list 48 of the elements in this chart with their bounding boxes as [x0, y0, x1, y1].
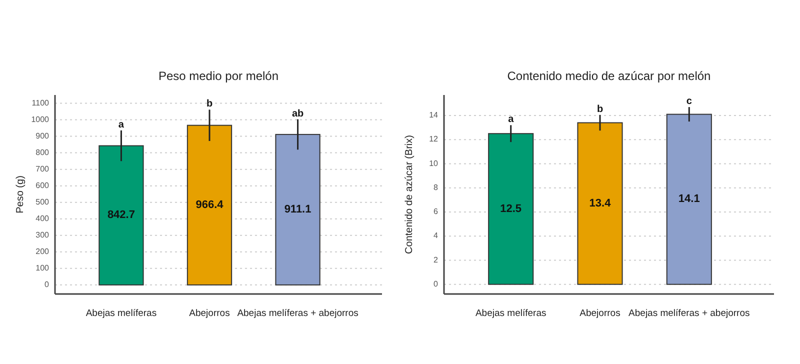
y-tick-label: 900: [36, 131, 50, 140]
x-tick-label: Abejorros: [189, 308, 230, 319]
x-tick-label: Abejas melíferas + abejorros: [628, 308, 750, 319]
data-label: 12.5: [500, 202, 522, 215]
chart-title: Contenido medio de azúcar por melón: [507, 69, 711, 83]
y-tick-label: 12: [429, 134, 439, 144]
bar: [488, 133, 534, 285]
bar: [577, 122, 623, 285]
chart-title: Peso medio por melón: [158, 69, 279, 83]
x-tick-label: Abejas melíferas + abejorros: [237, 308, 359, 319]
x-tick-label: Abejas melíferas: [475, 308, 546, 319]
data-label: 911.1: [284, 204, 312, 216]
bar: [275, 134, 320, 286]
y-tick-label: 800: [36, 148, 50, 157]
y-tick-label: 400: [36, 214, 50, 223]
bar: [98, 145, 144, 286]
x-tick-label: Abejorros: [580, 308, 621, 319]
y-tick-label: 6: [434, 207, 439, 216]
data-label: 966.4: [196, 199, 224, 212]
annotation: ab: [292, 108, 304, 120]
y-tick-label: 2: [434, 255, 439, 264]
y-tick-label: 1000: [31, 114, 50, 124]
y-tick-label: 0: [44, 280, 50, 290]
data-label: 14.1: [678, 193, 700, 206]
x-tick-label: Abejas melíferas: [86, 308, 157, 319]
bar: [666, 114, 712, 285]
y-tick-label: 600: [36, 180, 50, 190]
annotation: a: [118, 120, 124, 131]
y-tick-label: 0: [434, 279, 439, 288]
data-label: 842.7: [107, 209, 135, 222]
y-tick-label: 14: [429, 110, 439, 120]
y-tick-label: 1100: [32, 98, 50, 108]
annotation: c: [686, 96, 692, 108]
annotation: b: [596, 104, 604, 115]
bar: [186, 124, 232, 286]
y-tick-label: 700: [36, 164, 50, 174]
y-tick-label: 200: [36, 246, 50, 256]
y-tick-label: 8: [434, 182, 439, 192]
annotation: b: [206, 98, 213, 110]
y-axis-title: Contenido de azúcar (Brix): [404, 135, 415, 254]
y-tick-label: 4: [434, 231, 439, 240]
y-tick-label: 500: [36, 197, 50, 206]
data-label: 13.4: [589, 197, 612, 210]
y-tick-label: 10: [429, 158, 439, 168]
y-tick-label: 100: [36, 264, 50, 273]
annotation: a: [508, 114, 514, 126]
y-tick-label: 300: [36, 230, 50, 240]
y-axis-title: Peso (g): [15, 176, 26, 214]
